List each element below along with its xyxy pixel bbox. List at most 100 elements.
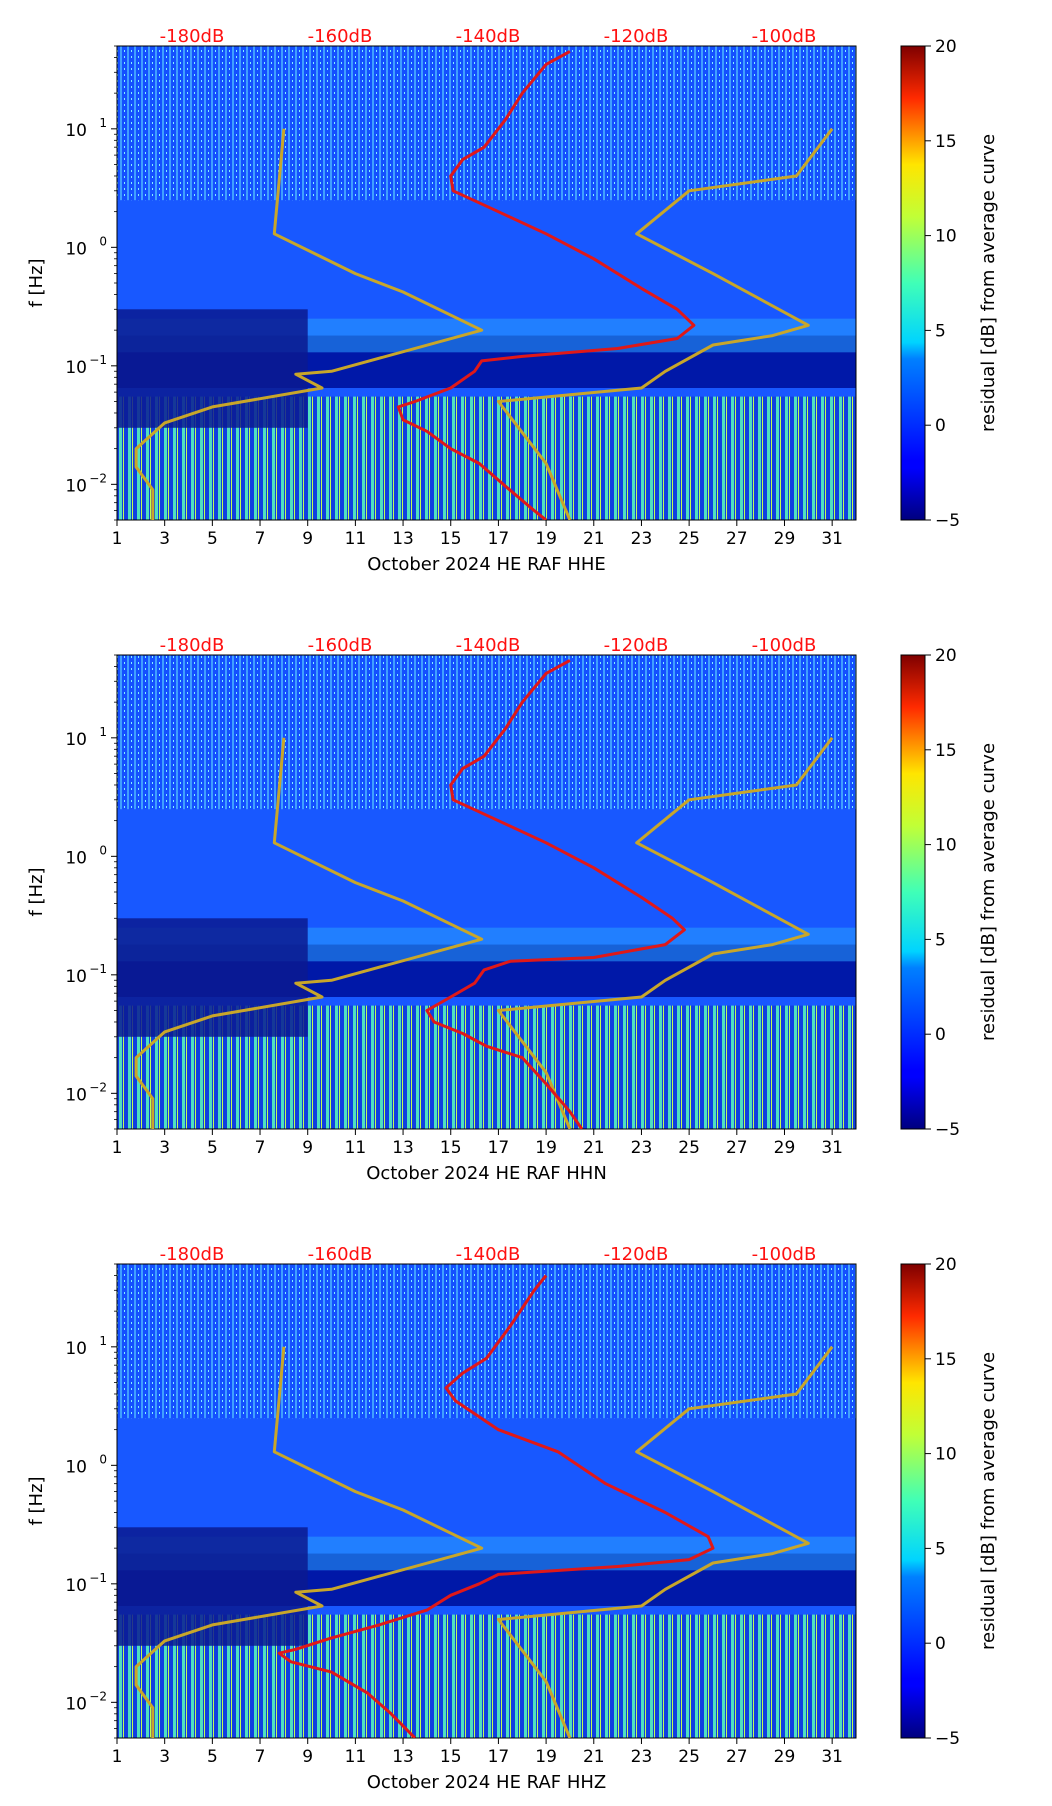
y-tick-exponent: 1 [99,116,107,130]
x-tick-label: 5 [207,1138,218,1158]
y-tick-exponent: −2 [89,1689,107,1703]
x-tick-label: 1 [112,1138,123,1158]
x-tick-label: 1 [112,529,123,549]
y-tick-label: 10 [65,1576,87,1596]
spectrogram-background [117,46,856,520]
x-tick-label: 21 [583,529,605,549]
y-tick-label: 10 [65,730,87,750]
x-tick-label: 3 [159,1138,170,1158]
x-tick-label: 27 [726,529,748,549]
x-tick-label: 31 [821,1138,843,1158]
y-tick-label: 10 [65,1339,87,1359]
colorbar-tick-label: 15 [935,741,957,761]
db-scale-label: -100dB [752,26,817,47]
series-line-1 [496,1345,834,1738]
x-tick-label: 25 [678,529,700,549]
series-line-2 [277,1274,715,1738]
x-tick-label: 15 [440,529,462,549]
colorbar-tick-label: −5 [935,1729,960,1749]
db-scale-label: -120dB [604,1244,669,1265]
x-tick-label: 9 [302,1747,313,1767]
db-scale-label: -180dB [160,26,225,47]
x-tick-label: 17 [488,529,510,549]
colorbar-tick-label: 5 [935,930,946,950]
x-tick-label: 5 [207,529,218,549]
colorbar-tick-label: 20 [935,646,957,666]
x-tick-label: 25 [678,1138,700,1158]
colorbar-tick-label: 5 [935,321,946,341]
colorbar-tick-label: 20 [935,37,957,57]
spectrogram-quiet-region [117,918,308,1037]
db-scale-label: -140dB [456,26,521,47]
x-tick-label: 7 [255,1138,266,1158]
y-tick-exponent: 1 [99,725,107,739]
x-tick-label: 19 [535,1747,557,1767]
db-scale-label: -160dB [308,26,373,47]
x-tick-label: 21 [583,1138,605,1158]
x-tick-label: 13 [392,1138,414,1158]
db-scale-label: -120dB [604,26,669,47]
spectrogram-quiet-region [117,1527,308,1646]
x-tick-label: 23 [631,1138,653,1158]
x-tick-label: 5 [207,1747,218,1767]
spectrogram-background [117,1264,856,1738]
colorbar-label: residual [dB] from average curve [978,743,999,1041]
colorbar-label: residual [dB] from average curve [978,134,999,432]
x-tick-label: 17 [488,1138,510,1158]
spectrogram-high-band [117,1264,856,1419]
y-tick-exponent: −2 [89,1080,107,1094]
x-tick-label: 9 [302,1138,313,1158]
spectrogram-background [117,655,856,1129]
x-tick-label: 3 [159,1747,170,1767]
colorbar [900,1263,926,1739]
series-line-0 [134,1346,484,1738]
spectrogram-quiet-region [117,309,308,428]
y-axis-label: f [Hz] [26,258,47,307]
x-tick-label: 19 [535,529,557,549]
y-tick-label: 10 [65,1694,87,1714]
x-tick-label: 29 [774,1138,796,1158]
y-tick-exponent: 0 [99,843,107,857]
x-tick-label: 15 [440,1747,462,1767]
y-tick-exponent: −1 [89,962,107,976]
x-axis-label: October 2024 HE RAF HHN [366,1163,607,1184]
x-tick-label: 11 [345,1747,367,1767]
y-tick-label: 10 [65,967,87,987]
y-tick-exponent: 0 [99,1452,107,1466]
colorbar-tick-label: 10 [935,227,957,247]
colorbar-label: residual [dB] from average curve [978,1352,999,1650]
series-line-1 [496,736,834,1129]
x-tick-label: 21 [583,1747,605,1767]
x-tick-label: 7 [255,529,266,549]
colorbar-tick-label: 10 [935,836,957,856]
db-scale-label: -120dB [604,635,669,656]
series-line-0 [134,128,484,520]
x-tick-label: 13 [392,529,414,549]
x-tick-label: 29 [774,529,796,549]
db-scale-label: -180dB [160,635,225,656]
series-line-0 [134,737,484,1129]
x-tick-label: 31 [821,529,843,549]
x-tick-label: 23 [631,529,653,549]
colorbar [900,654,926,1130]
series-line-1 [496,127,834,520]
colorbar [900,45,926,521]
colorbar-tick-label: 5 [935,1539,946,1559]
series-line-2 [396,50,696,520]
y-tick-label: 10 [65,358,87,378]
db-scale-label: -100dB [752,635,817,656]
y-tick-label: 10 [65,239,87,259]
x-tick-label: 17 [488,1747,510,1767]
y-tick-label: 10 [65,476,87,496]
spectrogram-high-band [117,655,856,810]
y-axis-label: f [Hz] [26,1476,47,1525]
y-tick-label: 10 [65,848,87,868]
db-scale-label: -160dB [308,1244,373,1265]
colorbar-tick-label: −5 [935,511,960,531]
colorbar-tick-label: −5 [935,1120,960,1140]
x-tick-label: 11 [345,529,367,549]
x-tick-label: 27 [726,1747,748,1767]
